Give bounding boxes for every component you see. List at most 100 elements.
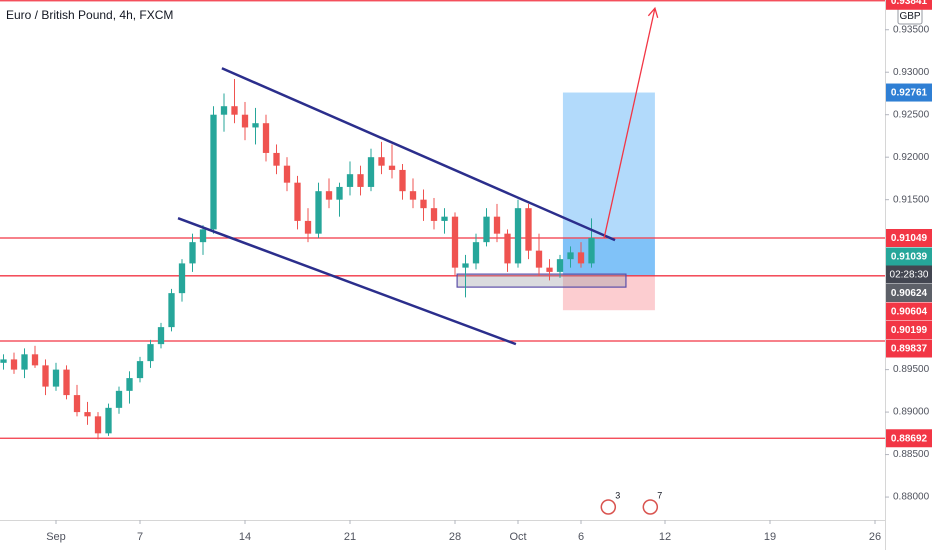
y-tick-label: 0.93000 (893, 67, 930, 78)
candle-body (336, 186, 343, 200)
candle-body (535, 250, 543, 268)
candle-body (430, 208, 438, 221)
candle-body (420, 199, 427, 209)
x-tick-label: Oct (509, 531, 526, 543)
candle-body (315, 191, 322, 234)
candle-body (493, 216, 501, 234)
y-tick-label: 0.88500 (893, 449, 930, 460)
candle-body (94, 416, 102, 434)
price-badge-label: 0.92761 (891, 88, 928, 99)
candle-body (567, 252, 574, 260)
candle-body (31, 354, 39, 366)
y-tick-label: 0.89500 (893, 364, 930, 375)
position-stop-zone (562, 275, 655, 311)
price-badge (886, 83, 932, 102)
candle-body (399, 169, 406, 192)
x-tick-label: 6 (578, 531, 584, 543)
y-tick-label: 0.92000 (893, 152, 930, 163)
candle-body (105, 407, 112, 434)
price-badge-label: 0.88692 (891, 433, 928, 444)
price-badge-label: 0.90199 (891, 325, 928, 336)
x-tick-label: Sep (46, 531, 66, 543)
candle-body (115, 390, 123, 408)
price-badge-label: 0.91049 (891, 233, 928, 244)
candle-body (252, 123, 259, 128)
candle-body (210, 114, 217, 230)
candle-body (73, 395, 81, 413)
candle-body (126, 378, 133, 391)
price-badge (886, 283, 932, 302)
price-badge-label: 0.90604 (891, 307, 928, 318)
candle-body (577, 252, 585, 264)
event-count: 3 (615, 490, 620, 500)
arrow-line (603, 8, 656, 239)
candle-body (346, 174, 354, 187)
candle-body (525, 208, 532, 251)
rectangle-drawing (456, 273, 627, 288)
candle-body (294, 182, 301, 221)
candle-body (357, 174, 364, 187)
countdown-label: 02:28:30 (890, 270, 929, 281)
candle-body (273, 152, 280, 166)
y-tick-label: 0.89000 (893, 407, 930, 418)
x-tick-label: 12 (659, 531, 671, 543)
candle-body (178, 263, 186, 294)
x-tick-label: 14 (239, 531, 251, 543)
candle-body (231, 106, 238, 115)
x-tick-label: 21 (344, 531, 356, 543)
price-badge (886, 302, 932, 321)
price-badge (886, 247, 932, 266)
price-badge (886, 228, 932, 247)
candle-body (472, 242, 480, 264)
price-badge-label: 0.89837 (891, 344, 928, 355)
candle-body (199, 229, 207, 243)
candle-body (157, 327, 165, 345)
event-icon (600, 499, 617, 515)
candle-body (283, 165, 291, 183)
candle-body (262, 123, 270, 153)
price-badge (886, 429, 932, 448)
candle-body (147, 344, 154, 362)
candle-body (52, 369, 60, 387)
price-badge-label: 0.93841 (891, 0, 928, 7)
event-icon (642, 499, 659, 515)
candle-body (168, 293, 175, 328)
candle-body (451, 216, 459, 268)
x-tick-label: 19 (764, 531, 776, 543)
trend-line (177, 217, 517, 346)
candle-body (546, 267, 553, 272)
candle-body (514, 208, 522, 264)
candle-body (189, 242, 196, 264)
candle-body (556, 259, 564, 272)
candle-body (136, 361, 144, 379)
candle-body (0, 359, 7, 363)
candle-body (42, 365, 49, 387)
currency-label: GBP (899, 11, 920, 22)
y-tick-label: 0.93500 (893, 24, 930, 35)
price-badge (886, 339, 932, 358)
position-target-zone (562, 92, 655, 276)
countdown-badge (886, 265, 932, 284)
candle-body (84, 412, 91, 417)
price-badge (886, 320, 932, 339)
trend-line (221, 67, 616, 242)
candle-body (378, 157, 385, 166)
x-tick-label: 7 (137, 531, 143, 543)
candle-body (588, 237, 595, 264)
price-badge (886, 0, 932, 10)
y-tick-label: 0.92500 (893, 109, 930, 120)
candle-body (441, 216, 448, 221)
candle-body (483, 216, 490, 243)
y-tick-label: 0.88000 (893, 492, 930, 503)
candle-body (388, 165, 396, 170)
x-tick-label: 26 (869, 531, 881, 543)
candle-body (241, 114, 249, 128)
candle-body (220, 106, 228, 115)
event-count: 7 (657, 490, 662, 500)
candle-body (462, 263, 469, 268)
position-realized-zone (562, 238, 655, 276)
price-badge-label: 0.90624 (891, 288, 928, 299)
candle-body (409, 191, 417, 200)
